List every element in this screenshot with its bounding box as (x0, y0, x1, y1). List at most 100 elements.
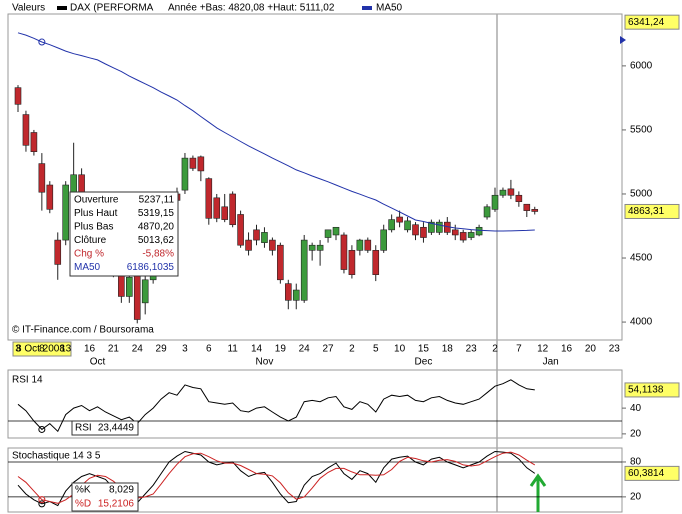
series-line (17, 450, 536, 507)
x-tick-label: 12 (537, 344, 549, 355)
candle-body (62, 184, 70, 241)
candle-body (292, 289, 300, 301)
ma-line (17, 32, 535, 232)
header-label: Valeurs (12, 3, 45, 14)
y-tick-label: 20 (630, 429, 642, 440)
x-tick-label: 2 (349, 344, 355, 355)
candle-body (523, 203, 531, 211)
legend-swatch (362, 6, 372, 10)
tooltip-value: -5,88% (142, 249, 174, 260)
readout-value: 15,2106 (98, 499, 135, 510)
tooltip-label: Ouverture (74, 195, 119, 206)
tooltip-value: 5319,15 (138, 208, 175, 219)
legend-swatch (57, 6, 67, 10)
x-tick-label: 15 (418, 344, 430, 355)
candle-body (181, 157, 189, 191)
candle-body (507, 188, 515, 196)
candle-body (46, 184, 54, 210)
panel-title: RSI 14 (12, 375, 43, 386)
candle-body (22, 114, 30, 146)
x-tick-label: 3 (182, 344, 188, 355)
y-tick-label: 20 (630, 492, 642, 503)
axis-marker-box (624, 382, 680, 398)
month-label: Nov (256, 357, 274, 368)
main-panel (7, 13, 623, 341)
axis-marker-box (624, 14, 680, 30)
candle-body (197, 156, 205, 172)
cursor-point (38, 38, 46, 46)
x-tick-label: 19 (275, 344, 287, 355)
y-tick-label: 40 (630, 403, 642, 414)
annotation-arrow (529, 473, 547, 512)
cursor-point (38, 500, 46, 508)
x-tick-label: 23 (609, 344, 621, 355)
x-tick-label: 27 (322, 344, 334, 355)
candle-body (284, 283, 292, 301)
axis-marker-label: 4863,31 (628, 206, 665, 217)
candle-body (70, 174, 77, 195)
x-tick-label: 5 (373, 344, 379, 355)
tooltip-box (69, 191, 179, 277)
tooltip-value: 5237,11 (139, 195, 175, 206)
candle-body (54, 239, 62, 265)
candle-body (483, 206, 491, 218)
tooltip-value: 5013,62 (138, 235, 175, 246)
x-tick-label: 18 (442, 344, 454, 355)
panel-title: Stochastique 14 3 5 (12, 451, 101, 462)
x-tick-label: 2 (492, 344, 498, 355)
candle-body (300, 239, 308, 301)
x-tick-label: 16 (561, 344, 573, 355)
tooltip-value: 6186,1035 (127, 262, 175, 273)
month-label: Dec (415, 357, 433, 368)
candle-body (491, 194, 499, 210)
overlay-marker (620, 36, 626, 44)
legend-label: MA50 (376, 3, 403, 14)
readout-box (71, 420, 139, 436)
cursor-point (38, 496, 46, 504)
candle-body (459, 232, 467, 241)
x-tick-label: 29 (156, 344, 168, 355)
y-tick-label: 4500 (630, 253, 653, 264)
y-tick-label: 5500 (630, 125, 653, 136)
y-tick-label: 6000 (630, 61, 653, 72)
tooltip-label: Plus Bas (74, 222, 113, 233)
y-tick-label: 4000 (630, 317, 653, 328)
candle-body (221, 206, 228, 220)
stoch-panel (7, 447, 623, 513)
candle-body (356, 239, 364, 251)
x-tick-label: 6 (206, 344, 212, 355)
tooltip-label: Chg % (74, 249, 104, 260)
readout-name: RSI (75, 423, 92, 434)
candle-body (404, 220, 411, 231)
candle-body (475, 226, 483, 236)
axis-marker-label: 6341,24 (628, 17, 665, 28)
candle-body (229, 193, 236, 226)
candle-body (436, 221, 443, 233)
x-tick-label: 10 (394, 344, 406, 355)
rsi-panel (7, 369, 623, 439)
candle-body (380, 229, 388, 251)
candle-body (467, 232, 475, 238)
cursor-label: 8 Oct 2008 (16, 344, 65, 355)
y-tick-label: 5000 (630, 189, 653, 200)
x-tick-label: 24 (299, 344, 311, 355)
candle-body (324, 229, 332, 238)
candle-body (451, 229, 459, 236)
x-tick-label: 14 (251, 344, 263, 355)
candle-body (126, 276, 133, 297)
axis-marker-label: 54,1138 (628, 385, 664, 396)
cursor-point (38, 425, 46, 433)
x-tick-label: 7 (516, 344, 522, 355)
candle-body (237, 214, 244, 246)
candle-body (253, 229, 260, 241)
x-tick-label: 13 (60, 344, 72, 355)
axis-marker-box (624, 203, 680, 219)
candle-body (388, 219, 395, 231)
series-line (17, 379, 535, 433)
candle-body (269, 239, 276, 251)
candle-body (412, 224, 419, 236)
x-tick-label: 24 (132, 344, 144, 355)
readout-name: %K (75, 485, 91, 496)
legend-label: DAX (PERFORMA (70, 3, 154, 14)
